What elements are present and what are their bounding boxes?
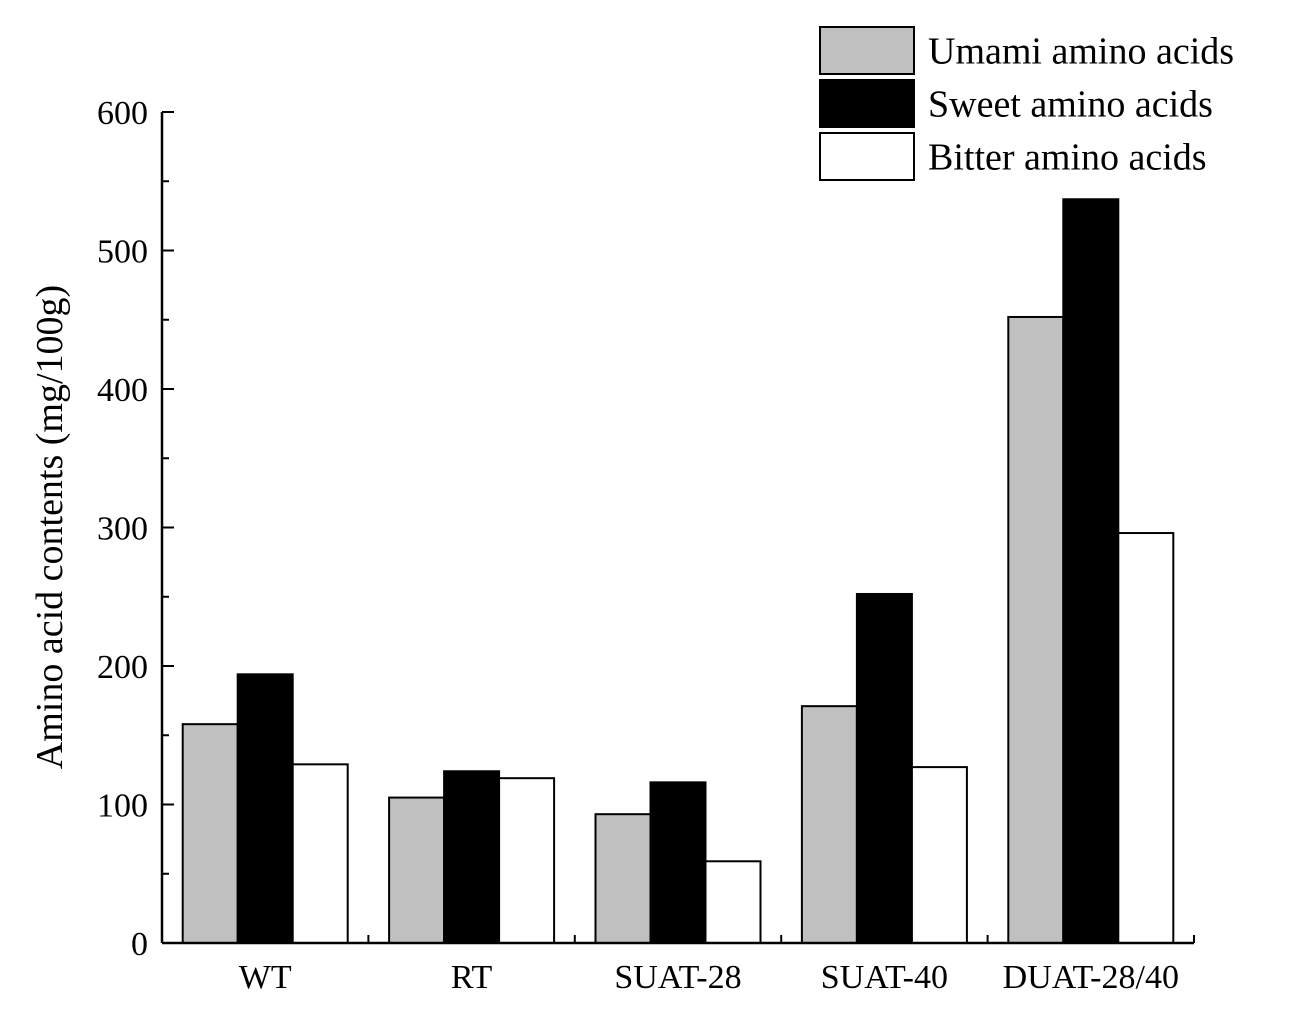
y-tick-label: 200: [97, 649, 148, 686]
legend: Umami amino acids Sweet amino acids Bitter…: [819, 26, 1234, 181]
bar-suat-28-umami-amino-acids: [594, 813, 652, 944]
bar-wt-sweet-amino-acids: [236, 673, 294, 944]
bar-duat-28-40-sweet-amino-acids: [1062, 198, 1120, 944]
bar-wt-bitter-amino-acids: [291, 763, 349, 945]
x-tick-label: SUAT-28: [614, 959, 741, 996]
axes-group: 0 100 200 300 400 500 600 WT RT SUAT-28 SUAT-40 DUA…: [97, 95, 1195, 996]
legend-label-bitter-amino-acids: Bitter amino acids: [928, 137, 1207, 179]
legend-swatch-sweet-amino-acids: [819, 79, 915, 128]
bar-suat-40-umami-amino-acids: [800, 705, 858, 944]
y-tick-label: 100: [97, 788, 148, 825]
legend-swatch-bitter-amino-acids: [819, 132, 915, 181]
bar-duat-28-40-bitter-amino-acids: [1117, 532, 1175, 944]
bar-rt-sweet-amino-acids: [443, 770, 501, 945]
y-tick-label: 400: [97, 372, 148, 409]
bar-suat-28-bitter-amino-acids: [704, 860, 762, 944]
x-tick-label: RT: [451, 959, 493, 996]
bar-suat-40-sweet-amino-acids: [855, 592, 913, 944]
x-tick-label: DUAT-28/40: [1003, 959, 1179, 996]
legend-label-sweet-amino-acids: Sweet amino acids: [928, 84, 1213, 126]
y-tick-label: 0: [131, 926, 148, 963]
y-tick-label: 600: [97, 95, 148, 132]
y-tick-label: 500: [97, 234, 148, 271]
bar-rt-umami-amino-acids: [388, 796, 446, 945]
y-axis-title: Amino acid contents (mg/100g): [29, 285, 71, 769]
x-tick-label: WT: [239, 959, 292, 996]
bar-suat-40-bitter-amino-acids: [910, 766, 968, 944]
legend-label-umami-amino-acids: Umami amino acids: [928, 31, 1234, 73]
bar-rt-bitter-amino-acids: [498, 777, 556, 944]
legend-swatch-umami-amino-acids: [819, 26, 915, 75]
bars-group: [181, 198, 1175, 945]
y-tick-label: 300: [97, 511, 148, 548]
bar-suat-28-sweet-amino-acids: [649, 781, 707, 945]
bar-duat-28-40-umami-amino-acids: [1007, 315, 1065, 945]
bar-wt-umami-amino-acids: [181, 723, 239, 944]
x-tick-label: SUAT-40: [821, 959, 948, 996]
